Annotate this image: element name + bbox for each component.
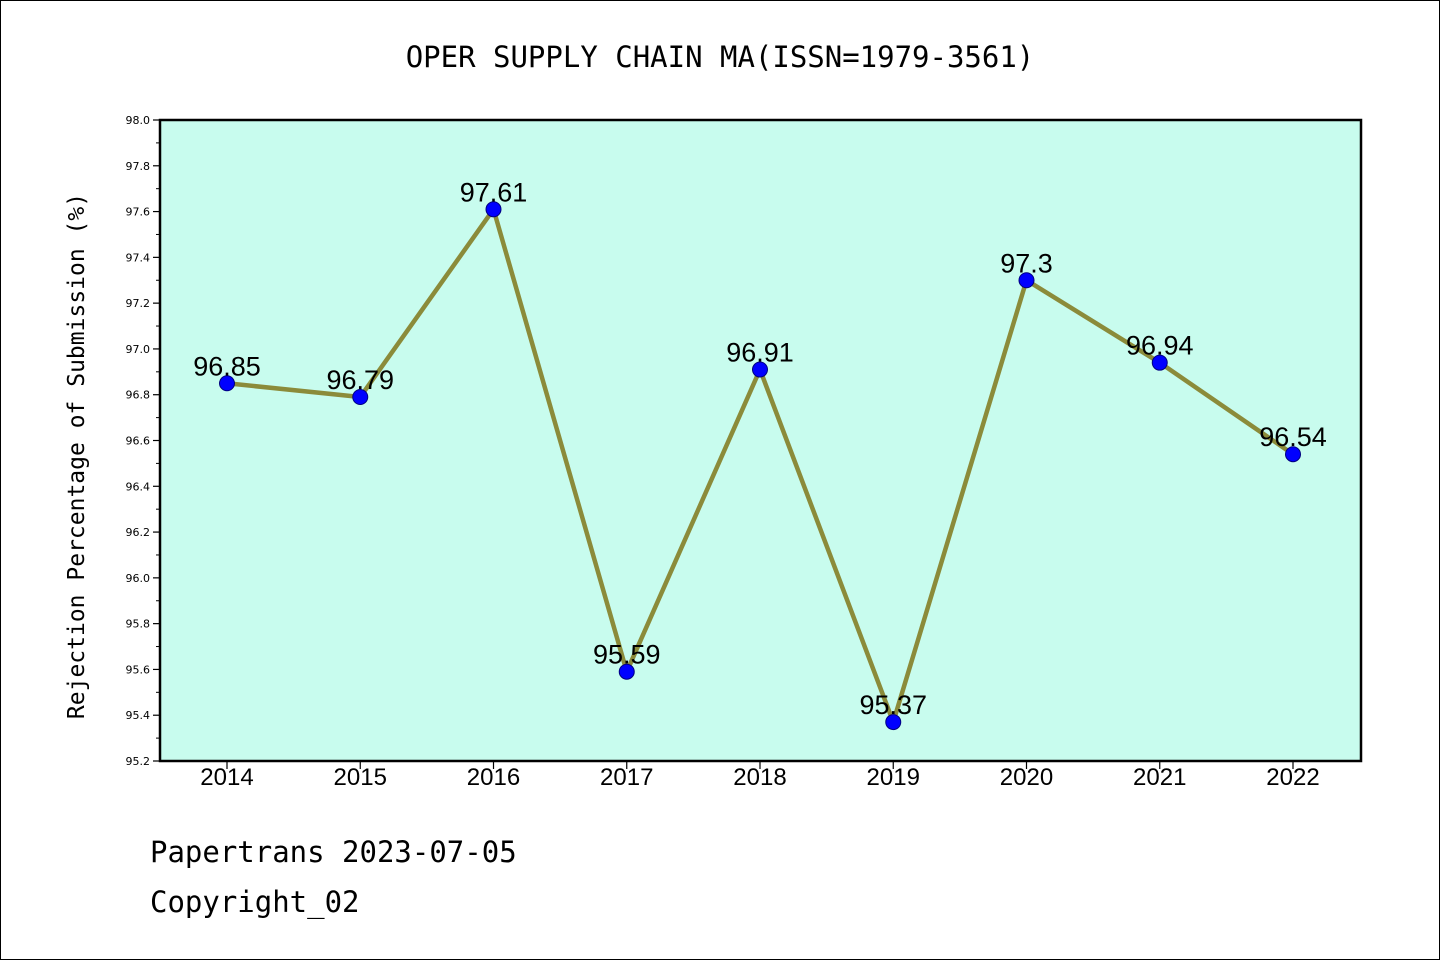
data-label: 96.94 (1126, 331, 1194, 361)
footer-copyright: Copyright_02 (150, 885, 360, 919)
y-tick-label: 96.2 (126, 526, 151, 539)
y-tick-label: 96.8 (126, 389, 151, 402)
x-tick-label: 2018 (733, 764, 786, 791)
data-label: 95.37 (859, 690, 927, 720)
data-label: 97.3 (1000, 248, 1053, 278)
x-tick-label: 2022 (1266, 764, 1319, 791)
x-tick-label: 2019 (867, 764, 920, 791)
data-label: 96.79 (326, 365, 394, 395)
y-tick-label: 97.0 (126, 343, 151, 356)
x-axis: 2014 2015 2016 2017 2018 2019 2020 2021 2022 (200, 761, 1320, 791)
y-tick-label: 96.0 (126, 572, 151, 585)
x-tick-label: 2017 (600, 764, 653, 791)
y-tick-label: 95.8 (126, 618, 151, 631)
series-group: 96.85 96.79 97.61 95.59 96.91 95.37 97.3 96.94 9… (193, 177, 1327, 731)
data-label: 95.59 (593, 640, 661, 670)
y-tick-label: 97.6 (126, 206, 151, 219)
x-tick-label: 2020 (1000, 764, 1053, 791)
x-tick-label: 2014 (200, 764, 253, 791)
data-point (485, 201, 502, 218)
y-tick-label: 97.2 (126, 297, 151, 310)
data-point (1285, 446, 1301, 463)
data-label: 96.91 (726, 338, 794, 368)
y-tick-label: 95.2 (126, 755, 151, 768)
x-tick-label: 2016 (467, 764, 520, 791)
data-point (1018, 272, 1035, 289)
data-point (752, 361, 768, 378)
data-point (618, 663, 635, 680)
footer-date: Papertrans 2023-07-05 (150, 835, 517, 869)
y-tick-label: 95.6 (126, 663, 151, 676)
y-tick-label: 96.6 (126, 435, 151, 448)
data-point (1151, 354, 1168, 371)
y-axis: 95.2 95.4 95.6 95.8 96.0 96.2 96.4 96.6 96.8 97.0… (126, 114, 160, 768)
y-axis-label: Rejection Percentage of Submission (%) (64, 193, 90, 719)
data-point (885, 714, 902, 731)
y-tick-label: 96.4 (126, 480, 151, 493)
plot-area (158, 118, 1363, 763)
chart-title: OPER SUPPLY CHAIN MA(ISSN=1979-3561) (406, 40, 1035, 74)
y-tick-label: 97.8 (126, 160, 151, 173)
y-tick-label: 97.4 (126, 251, 151, 264)
x-tick-label: 2015 (334, 764, 387, 791)
data-label: 96.54 (1259, 422, 1327, 452)
data-label: 97.61 (460, 177, 528, 207)
x-tick-label: 2021 (1133, 764, 1186, 791)
data-point (352, 389, 369, 406)
y-tick-label: 98.0 (126, 114, 151, 127)
data-point (219, 375, 235, 392)
data-label: 96.85 (193, 351, 261, 381)
y-tick-label: 95.4 (126, 709, 151, 722)
